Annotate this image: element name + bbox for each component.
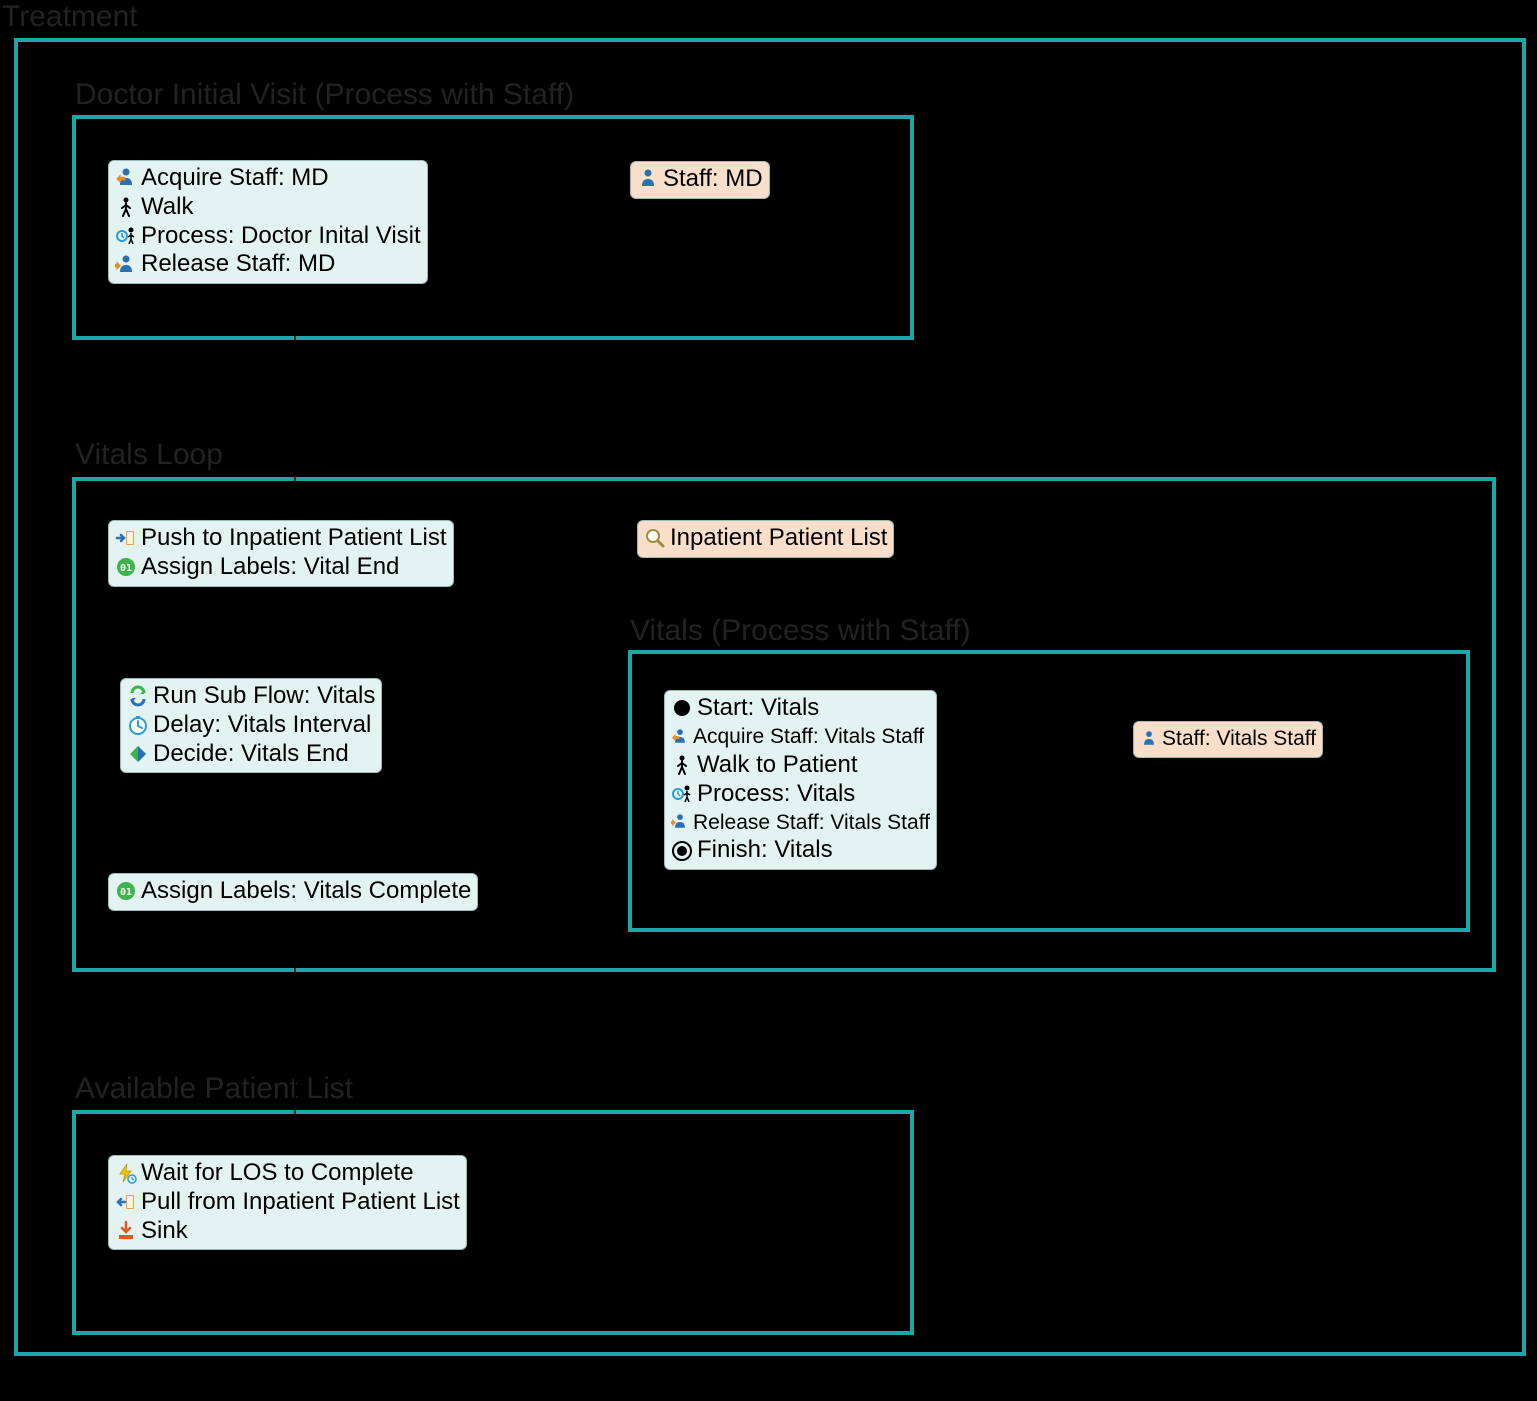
sink-icon — [115, 1220, 137, 1242]
inpatient-list-label: Inpatient Patient List — [670, 524, 887, 553]
magnify-icon — [644, 527, 666, 549]
decide-icon — [127, 743, 149, 765]
sink-label: Sink — [141, 1217, 188, 1246]
walk-label: Walk — [141, 193, 193, 222]
push-inpatient-label: Push to Inpatient Patient List — [141, 524, 447, 553]
doctor-visit-block[interactable]: Acquire Staff: MD Walk Process: Doctor I… — [108, 160, 428, 284]
finish-vitals-row[interactable]: Finish: Vitals — [671, 836, 930, 865]
release-staff-icon — [115, 254, 137, 276]
release-staff-icon — [671, 813, 689, 831]
labels-icon: 01 — [115, 880, 137, 902]
staff-vitals-label: Staff: Vitals Staff — [1162, 726, 1316, 751]
final-block[interactable]: Wait for LOS to Complete Pull from Inpat… — [108, 1155, 467, 1250]
pull-inpatient-label: Pull from Inpatient Patient List — [141, 1188, 460, 1217]
treatment-title: Treatment — [2, 0, 138, 34]
release-staff-md-row[interactable]: Release Staff: MD — [115, 250, 421, 279]
walk-row[interactable]: Walk — [115, 193, 421, 222]
release-vitals-staff-row[interactable]: Release Staff: Vitals Staff — [671, 808, 930, 836]
acquire-staff-md-row[interactable]: Acquire Staff: MD — [115, 164, 421, 193]
vitals-process-title: Vitals (Process with Staff) — [630, 614, 971, 648]
vitals-process-block[interactable]: Start: Vitals Acquire Staff: Vitals Staf… — [664, 690, 937, 870]
walk-to-patient-label: Walk to Patient — [697, 751, 858, 780]
walk-icon — [671, 754, 693, 776]
start-vitals-label: Start: Vitals — [697, 694, 819, 723]
finish-vitals-label: Finish: Vitals — [697, 836, 833, 865]
assign-vital-end-row[interactable]: 01 Assign Labels: Vital End — [115, 553, 447, 582]
acquire-vitals-staff-label: Acquire Staff: Vitals Staff — [693, 724, 924, 749]
pull-icon — [115, 1191, 137, 1213]
vitals-loop-title: Vitals Loop — [75, 438, 223, 472]
acquire-vitals-staff-row[interactable]: Acquire Staff: Vitals Staff — [671, 723, 930, 751]
pull-inpatient-row[interactable]: Pull from Inpatient Patient List — [115, 1188, 460, 1217]
lightning-icon — [115, 1162, 137, 1184]
loop-block[interactable]: Run Sub Flow: Vitals Delay: Vitals Inter… — [120, 678, 382, 773]
process-div-row[interactable]: Process: Doctor Inital Visit — [115, 222, 421, 251]
decide-label: Decide: Vitals End — [153, 740, 349, 769]
run-subflow-row[interactable]: Run Sub Flow: Vitals — [127, 682, 375, 711]
start-vitals-row[interactable]: Start: Vitals — [671, 694, 930, 723]
push-inpatient-row[interactable]: Push to Inpatient Patient List — [115, 524, 447, 553]
finish-icon — [671, 840, 693, 862]
push-icon — [115, 527, 137, 549]
inpatient-list-block[interactable]: Inpatient Patient List — [637, 520, 894, 558]
process-icon — [115, 225, 137, 247]
run-subflow-label: Run Sub Flow: Vitals — [153, 682, 375, 711]
process-vitals-row[interactable]: Process: Vitals — [671, 780, 930, 809]
clock-icon — [127, 714, 149, 736]
staff-md-label: Staff: MD — [663, 165, 763, 194]
acquire-staff-icon — [115, 167, 137, 189]
staff-icon — [637, 168, 659, 190]
process-icon — [671, 783, 693, 805]
release-vitals-staff-label: Release Staff: Vitals Staff — [693, 810, 930, 835]
process-vitals-label: Process: Vitals — [697, 780, 855, 809]
svg-text:01: 01 — [120, 563, 132, 574]
staff-icon — [1140, 730, 1158, 748]
doctor-initial-visit-title: Doctor Initial Visit (Process with Staff… — [75, 78, 574, 112]
wait-los-row[interactable]: Wait for LOS to Complete — [115, 1159, 460, 1188]
process-div-label: Process: Doctor Inital Visit — [141, 222, 421, 251]
delay-row[interactable]: Delay: Vitals Interval — [127, 711, 375, 740]
wait-los-label: Wait for LOS to Complete — [141, 1159, 414, 1188]
staff-md-block[interactable]: Staff: MD — [630, 161, 770, 199]
assign-vitals-complete-label: Assign Labels: Vitals Complete — [141, 877, 471, 906]
acquire-staff-icon — [671, 728, 689, 746]
delay-label: Delay: Vitals Interval — [153, 711, 371, 740]
svg-text:01: 01 — [120, 887, 132, 898]
walk-to-patient-row[interactable]: Walk to Patient — [671, 751, 930, 780]
assign-vitals-complete-row[interactable]: 01 Assign Labels: Vitals Complete — [115, 877, 471, 906]
cycle-icon — [127, 685, 149, 707]
decide-row[interactable]: Decide: Vitals End — [127, 740, 375, 769]
assign-vital-end-label: Assign Labels: Vital End — [141, 553, 399, 582]
start-icon — [671, 697, 693, 719]
acquire-staff-md-label: Acquire Staff: MD — [141, 164, 329, 193]
walk-icon — [115, 196, 137, 218]
vitals-complete-block[interactable]: 01 Assign Labels: Vitals Complete — [108, 873, 478, 911]
labels-icon: 01 — [115, 556, 137, 578]
available-patient-list-title: Available Patient List — [75, 1072, 353, 1106]
push-assign-block[interactable]: Push to Inpatient Patient List 01 Assign… — [108, 520, 454, 587]
release-staff-md-label: Release Staff: MD — [141, 250, 335, 279]
staff-vitals-block[interactable]: Staff: Vitals Staff — [1133, 721, 1323, 758]
sink-row[interactable]: Sink — [115, 1217, 460, 1246]
